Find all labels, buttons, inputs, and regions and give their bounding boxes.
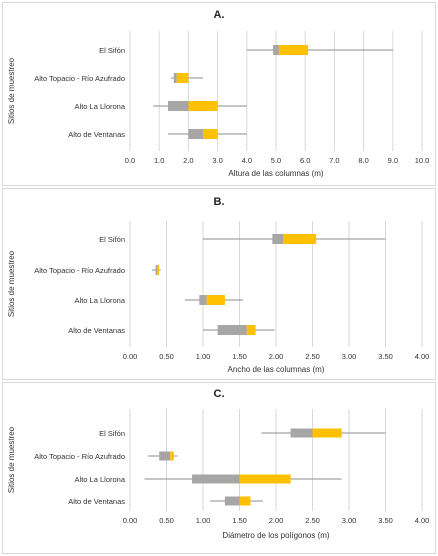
x-tick-label: 2.00 — [269, 352, 284, 361]
x-axis-title: Diámetro de los polígonos (m) — [222, 531, 329, 540]
box-upper — [283, 234, 317, 244]
chart-a-svg: A. 0.0 1.0 2.0 3.0 4.0 5.0 6.0 7.0 8.0 9.0 10.0 Altu… — [7, 9, 430, 178]
x-tick-label: 2.50 — [305, 352, 320, 361]
x-axis-title: Ancho de las columnas (m) — [228, 365, 325, 374]
category-label: Alto Topacio - Río Azufrado — [34, 266, 125, 275]
x-tick-label: 9.0 — [388, 156, 398, 165]
x-tick-label: 3.50 — [378, 516, 393, 525]
x-tick-label: 3.0 — [212, 156, 222, 165]
x-tick-label: 10.0 — [415, 156, 430, 165]
category-label: El Sifón — [99, 429, 125, 438]
box-lower — [224, 496, 240, 506]
x-tick-label: 0.50 — [159, 516, 174, 525]
x-tick-label: 3.00 — [342, 352, 357, 361]
x-tick-label: 0.50 — [159, 352, 174, 361]
box-upper — [239, 474, 291, 484]
category-label: Alto Topacio - Río Azufrado — [34, 452, 125, 461]
x-axis-title: Altura de las columnas (m) — [228, 169, 323, 178]
chart-b-svg: B. 0.00 0.50 1.00 1.50 2.00 2.50 3.00 3.50 4.00 An… — [7, 196, 430, 374]
x-tick-label: 4.00 — [415, 352, 430, 361]
chart-title: A. — [214, 9, 225, 21]
x-tick-label: 0.00 — [123, 352, 138, 361]
box-lower — [290, 428, 313, 438]
category-label: Alto Topacio - Río Azufrado — [34, 74, 125, 83]
category-label: Alto La Llorona — [75, 296, 126, 305]
chart-title: C. — [214, 388, 225, 400]
chart-c-svg: C. 0.00 0.50 1.00 1.50 2.00 2.50 3.00 3.50 4.00 Di… — [7, 388, 430, 540]
x-tick-label: 4.00 — [415, 516, 430, 525]
x-tick-label: 1.50 — [232, 516, 247, 525]
box-lower — [173, 73, 177, 83]
x-tick-label: 6.0 — [300, 156, 310, 165]
x-tick-label: 8.0 — [358, 156, 368, 165]
box-upper — [246, 325, 256, 335]
x-tick-label: 3.50 — [378, 352, 393, 361]
x-tick-label: 1.50 — [232, 352, 247, 361]
x-tick-label: 7.0 — [329, 156, 339, 165]
box-lower — [199, 295, 207, 305]
box-lower — [159, 451, 171, 461]
box-lower — [155, 265, 158, 275]
category-label: Alto de Ventanas — [68, 130, 125, 139]
x-tick-label: 3.00 — [342, 516, 357, 525]
x-tick-label: 5.0 — [271, 156, 281, 165]
y-axis-title: Sitios de muestreo — [7, 250, 16, 317]
x-tick-label: 1.00 — [196, 516, 211, 525]
box-lower — [192, 474, 240, 484]
y-axis-title: Sitios de muestreo — [7, 426, 16, 493]
category-label: El Sifón — [99, 235, 125, 244]
x-tick-label: 2.0 — [183, 156, 193, 165]
box-upper — [203, 129, 218, 139]
chart-panel-a: A. 0.0 1.0 2.0 3.0 4.0 5.0 6.0 7.0 8.0 9.0 10.0 Altu… — [2, 2, 436, 186]
y-axis-title: Sitios de muestreo — [7, 57, 16, 124]
box-upper — [188, 101, 218, 111]
category-label: Alto La Llorona — [75, 102, 126, 111]
x-tick-label: 1.0 — [154, 156, 164, 165]
chart-title: B. — [214, 196, 225, 208]
x-tick-label: 2.00 — [269, 516, 284, 525]
box-lower — [273, 45, 279, 55]
box-upper — [176, 73, 189, 83]
box-upper — [170, 451, 174, 461]
category-label: Alto La Llorona — [75, 475, 126, 484]
box-upper — [278, 45, 309, 55]
box-upper — [239, 496, 251, 506]
category-label: Alto de Ventanas — [68, 497, 125, 506]
box-upper — [157, 265, 160, 275]
box-lower — [217, 325, 247, 335]
box-upper — [206, 295, 225, 305]
x-tick-label: 0.0 — [125, 156, 135, 165]
x-tick-label: 2.50 — [305, 516, 320, 525]
chart-panel-b: B. 0.00 0.50 1.00 1.50 2.00 2.50 3.00 3.50 4.00 An… — [2, 188, 436, 380]
category-label: Alto de Ventanas — [68, 326, 125, 335]
box-lower — [272, 234, 284, 244]
box-lower — [188, 129, 203, 139]
x-tick-label: 0.00 — [123, 516, 138, 525]
chart-panel-c: C. 0.00 0.50 1.00 1.50 2.00 2.50 3.00 3.50 4.00 Di… — [2, 382, 436, 554]
box-upper — [312, 428, 342, 438]
x-tick-label: 1.00 — [196, 352, 211, 361]
category-label: El Sifón — [99, 46, 125, 55]
x-tick-label: 4.0 — [242, 156, 252, 165]
box-lower — [167, 101, 189, 111]
